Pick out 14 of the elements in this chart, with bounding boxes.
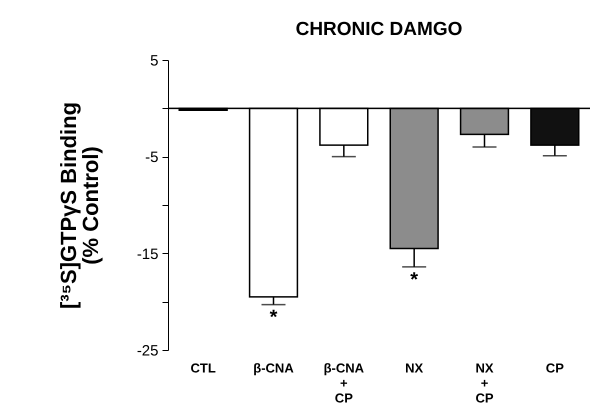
chart-title: CHRONIC DAMGO xyxy=(296,19,462,40)
x-tick-label: NX + CP xyxy=(475,360,494,406)
x-tick-label: CTL xyxy=(190,360,216,376)
x-tick-label: CP xyxy=(546,360,564,376)
y-tick-label: -25 xyxy=(136,342,158,360)
y-tick-label: -5 xyxy=(145,149,158,166)
y-axis-title: [³⁵S]GTPγS Binding (% Control) xyxy=(56,102,103,310)
annotation: * xyxy=(270,306,278,329)
x-tick-label: β-CNA + CP xyxy=(324,360,365,406)
annotation: * xyxy=(410,268,418,291)
y-tick-label: -15 xyxy=(136,246,158,263)
x-tick-label: β-CNA xyxy=(253,360,294,376)
y-tick-label: 5 xyxy=(150,52,158,70)
x-tick-label: NX xyxy=(405,360,424,376)
